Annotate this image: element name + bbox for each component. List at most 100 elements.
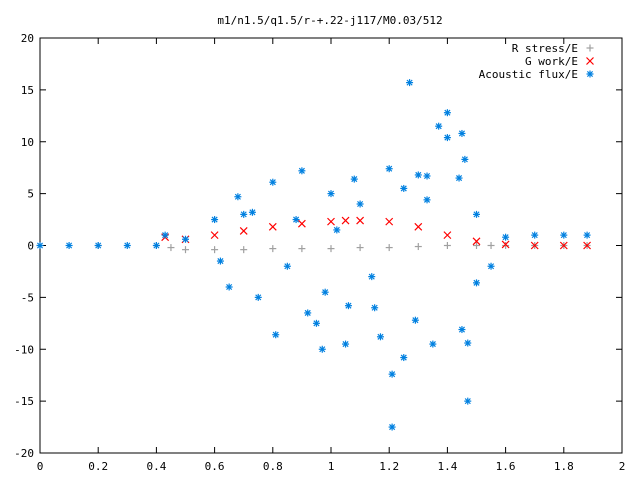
data-point: [414, 243, 422, 251]
y-tick-label: -20: [14, 447, 34, 460]
legend-label: Acoustic flux/E: [479, 68, 578, 81]
data-point: [473, 242, 480, 249]
data-point: [458, 326, 466, 334]
data-point: [327, 217, 335, 226]
data-point: [292, 216, 300, 224]
data-point: [501, 240, 510, 249]
data-point: [182, 235, 189, 243]
data-point: [327, 245, 335, 253]
x-tick-label: 1.2: [379, 460, 399, 473]
data-point: [254, 293, 262, 301]
chart-title: m1/n1.5/q1.5/r-+.22-j117/M0.03/512: [217, 14, 442, 27]
data-point: [464, 339, 472, 347]
x-tick-label: 1.8: [554, 460, 574, 473]
data-point: [371, 304, 379, 312]
data-point: [458, 129, 466, 137]
data-point: [36, 242, 44, 249]
data-point: [368, 273, 376, 281]
data-point: [356, 244, 364, 252]
data-point: [248, 208, 256, 216]
data-point: [356, 216, 365, 225]
legend-label: G work/E: [525, 55, 578, 68]
data-point: [443, 231, 452, 240]
x-tick-label: 1.4: [437, 460, 457, 473]
x-tick-label: 0.6: [205, 460, 225, 473]
data-point: [240, 210, 248, 218]
y-tick-label: -15: [14, 395, 34, 408]
data-point: [283, 262, 291, 270]
data-point: [443, 109, 451, 117]
data-point: [400, 354, 408, 362]
data-point: [167, 244, 175, 252]
data-marks: [36, 79, 592, 431]
data-point: [240, 246, 248, 254]
data-point: [559, 241, 568, 250]
data-point: [423, 196, 431, 204]
y-tick-label: 10: [21, 136, 34, 149]
data-point: [472, 237, 481, 246]
data-point: [487, 262, 495, 270]
series-1: [161, 216, 592, 250]
data-point: [400, 184, 408, 192]
data-point: [473, 279, 480, 287]
legend-label: R stress/E: [512, 42, 578, 55]
data-point: [65, 242, 73, 249]
data-point: [429, 340, 437, 348]
x-tick-label: 0.2: [88, 460, 108, 473]
data-point: [211, 246, 219, 254]
legend-marker: [586, 44, 594, 52]
data-point: [182, 246, 189, 254]
y-tick-label: 20: [21, 32, 34, 45]
data-point: [342, 340, 350, 348]
data-point: [385, 244, 393, 252]
x-tick-label: 1.6: [496, 460, 516, 473]
data-point: [225, 283, 233, 291]
series-0: [36, 242, 591, 254]
y-tick-label: -10: [14, 343, 34, 356]
data-point: [385, 217, 394, 226]
data-point: [583, 241, 592, 250]
data-point: [583, 231, 591, 239]
data-point: [269, 178, 277, 186]
data-point: [388, 370, 396, 378]
series-2: [36, 79, 591, 431]
data-point: [312, 319, 320, 327]
data-point: [344, 302, 352, 310]
legend-marker: [586, 57, 594, 65]
data-point: [239, 227, 248, 235]
y-tick-label: 15: [21, 84, 34, 97]
data-point: [502, 242, 510, 249]
data-point: [341, 216, 350, 225]
data-point: [304, 309, 312, 317]
data-point: [356, 200, 364, 208]
data-point: [272, 331, 280, 339]
data-point: [298, 245, 306, 253]
data-point: [350, 175, 358, 183]
data-point: [376, 333, 384, 341]
data-point: [530, 241, 539, 250]
data-point: [327, 190, 335, 198]
data-point: [210, 231, 219, 240]
data-point: [297, 219, 306, 228]
data-point: [423, 172, 431, 180]
data-point: [487, 242, 495, 249]
data-point: [234, 193, 242, 201]
data-point: [269, 245, 277, 253]
x-tick-label: 0.8: [263, 460, 283, 473]
y-tick-label: 0: [27, 240, 34, 253]
data-point: [531, 231, 539, 239]
legend-marker: [586, 70, 594, 78]
x-tick-label: 0.4: [146, 460, 166, 473]
x-tick-label: 0: [37, 460, 44, 473]
data-point: [414, 222, 423, 231]
data-point: [321, 288, 329, 296]
data-point: [414, 171, 422, 179]
data-point: [473, 210, 480, 218]
y-tick-label: -5: [21, 291, 34, 304]
data-point: [318, 345, 326, 353]
data-point: [502, 233, 510, 241]
data-point: [161, 231, 169, 239]
data-point: [216, 257, 224, 265]
